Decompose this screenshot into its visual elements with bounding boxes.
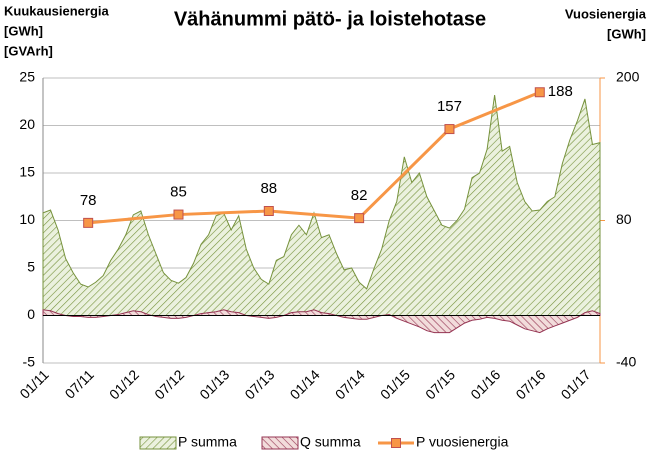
x-tick-label: 01/16 — [467, 366, 503, 402]
y2-axis-title: [GWh] — [607, 26, 646, 41]
chart-title: Vähänummi pätö- ja loistehotase — [174, 8, 486, 30]
marker — [263, 206, 274, 216]
legend-swatch — [261, 436, 299, 450]
data-label: 157 — [437, 98, 462, 115]
area — [42, 95, 601, 316]
y2-tick-label: -40 — [616, 354, 636, 370]
x-tick-label: 07/16 — [512, 366, 548, 402]
marker — [83, 217, 94, 228]
marker — [534, 87, 545, 98]
y2-tick-label: 200 — [616, 69, 640, 85]
marker — [173, 209, 184, 220]
marker — [444, 124, 455, 135]
y-axis-title: Kuukausienergia — [4, 3, 110, 18]
y-tick-label: 0 — [27, 306, 35, 322]
data-label: 78 — [80, 192, 97, 209]
x-tick-label: 07/12 — [151, 366, 187, 402]
x-tick-label: 07/15 — [422, 366, 458, 402]
y-axis-title: [GVArh] — [4, 43, 53, 58]
legend-label: Q summa — [300, 434, 361, 450]
y2-axis-title: Vuosienergia — [565, 6, 647, 21]
data-label: 82 — [351, 187, 368, 204]
legend-label: P summa — [178, 434, 237, 450]
x-tick-label: 01/11 — [16, 366, 52, 402]
x-tick-label: 07/14 — [332, 366, 368, 402]
y-tick-label: 5 — [27, 259, 35, 275]
x-tick-label: 01/14 — [287, 366, 323, 402]
legend-label: P vuosienergia — [416, 434, 509, 450]
data-label: 88 — [260, 180, 277, 197]
legend-swatch — [391, 438, 401, 448]
y-tick-label: 25 — [19, 69, 35, 85]
y2-tick-label: 80 — [616, 211, 632, 227]
y-tick-label: 15 — [19, 164, 35, 180]
legend-swatch — [139, 436, 177, 450]
y-tick-label: 10 — [19, 211, 35, 227]
x-tick-label: 01/12 — [106, 366, 142, 402]
y-axis-title: [GWh] — [4, 23, 43, 38]
marker — [354, 213, 365, 224]
x-tick-label: 01/13 — [196, 366, 232, 402]
x-tick-label: 01/15 — [377, 366, 413, 402]
y-tick-label: 20 — [19, 116, 35, 132]
x-tick-label: 07/11 — [62, 366, 98, 402]
line — [88, 90, 541, 225]
x-tick-label: 01/17 — [558, 366, 594, 402]
x-tick-label: 07/13 — [241, 366, 277, 402]
data-label: 85 — [170, 184, 187, 201]
data-label: 188 — [548, 83, 573, 100]
y-tick-label: -5 — [23, 354, 36, 370]
